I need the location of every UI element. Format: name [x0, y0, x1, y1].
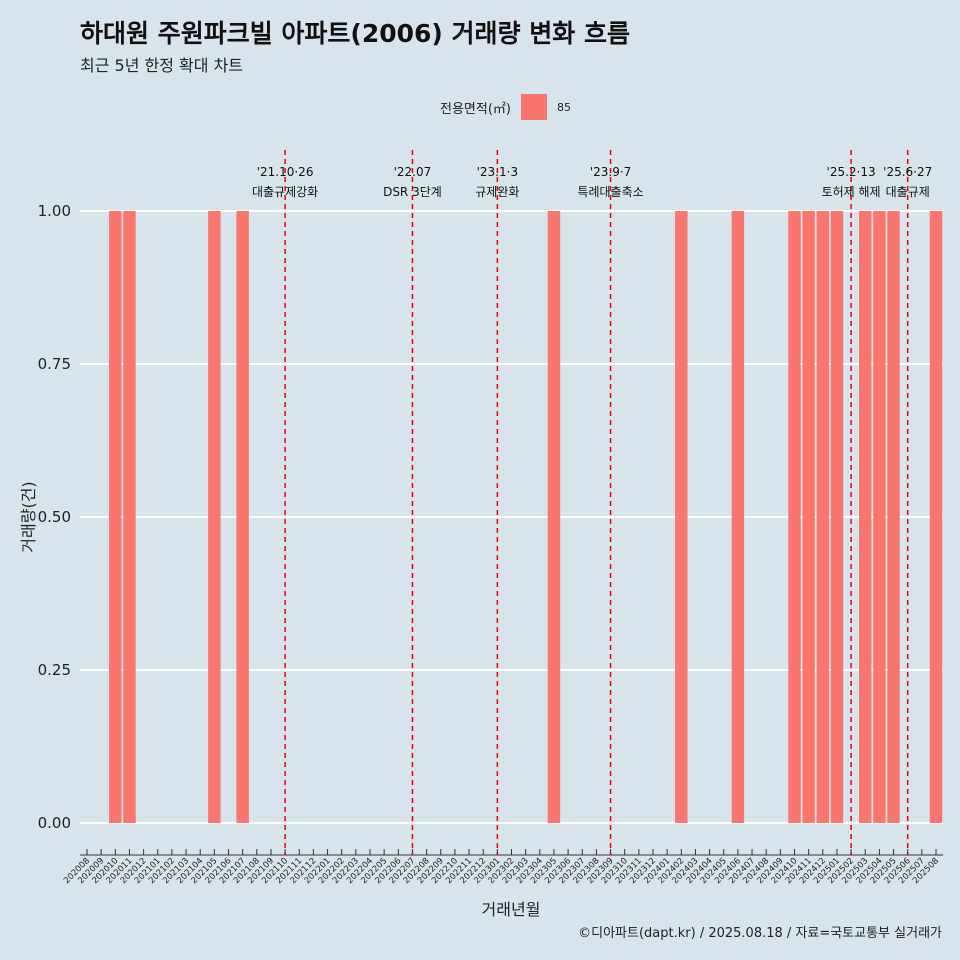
event-annotation: '25.6·27	[883, 165, 932, 179]
y-tick-label: 1.00	[38, 202, 71, 220]
event-annotation: 특례대출축소	[577, 185, 643, 199]
bar	[547, 211, 561, 823]
bar	[830, 211, 844, 823]
event-annotation: '21.10·26	[257, 165, 314, 179]
bar	[109, 211, 122, 823]
event-annotation: 토허제 해제	[822, 185, 881, 199]
bar	[236, 211, 249, 823]
chart-title: 하대원 주원파크빌 아파트(2006) 거래량 변화 흐름	[80, 19, 630, 48]
legend: 전용면적(㎡) 85	[440, 93, 571, 121]
bar	[788, 211, 801, 823]
y-tick-label: 0.75	[38, 355, 71, 373]
chart-subtitle: 최근 5년 한정 확대 차트	[80, 56, 244, 75]
event-annotation: 대출규제강화	[252, 185, 318, 199]
bar	[802, 211, 815, 823]
x-axis-title: 거래년월	[482, 900, 541, 919]
legend-swatch	[520, 94, 547, 120]
event-annotation: '23.9·7	[590, 165, 631, 179]
source-caption: ©디아파트(dapt.kr) / 2025.08.18 / 자료=국토교통부 실…	[578, 926, 942, 941]
event-annotation: 대출규제	[886, 185, 930, 199]
bar	[731, 211, 745, 823]
y-tick-label: 0.25	[38, 661, 71, 679]
bar	[929, 211, 943, 823]
event-annotation: '22.07	[394, 165, 432, 179]
y-tick-label: 0.50	[38, 508, 71, 526]
y-axis-title: 거래량(건)	[19, 481, 38, 552]
legend-title: 전용면적(㎡)	[440, 101, 511, 117]
bar	[873, 211, 886, 823]
bar	[816, 211, 830, 823]
legend-entry: 85	[556, 100, 571, 114]
bar	[675, 211, 688, 823]
event-annotation: '23.1·3	[477, 165, 518, 179]
bar	[123, 211, 136, 823]
bar	[859, 211, 872, 823]
event-annotation: DSR 3단계	[383, 185, 442, 199]
y-tick-label: 0.00	[38, 814, 71, 832]
event-annotation: 규제완화	[475, 185, 519, 199]
bar	[887, 211, 900, 823]
event-annotation: '25.2·13	[827, 165, 876, 179]
bar	[208, 211, 221, 823]
